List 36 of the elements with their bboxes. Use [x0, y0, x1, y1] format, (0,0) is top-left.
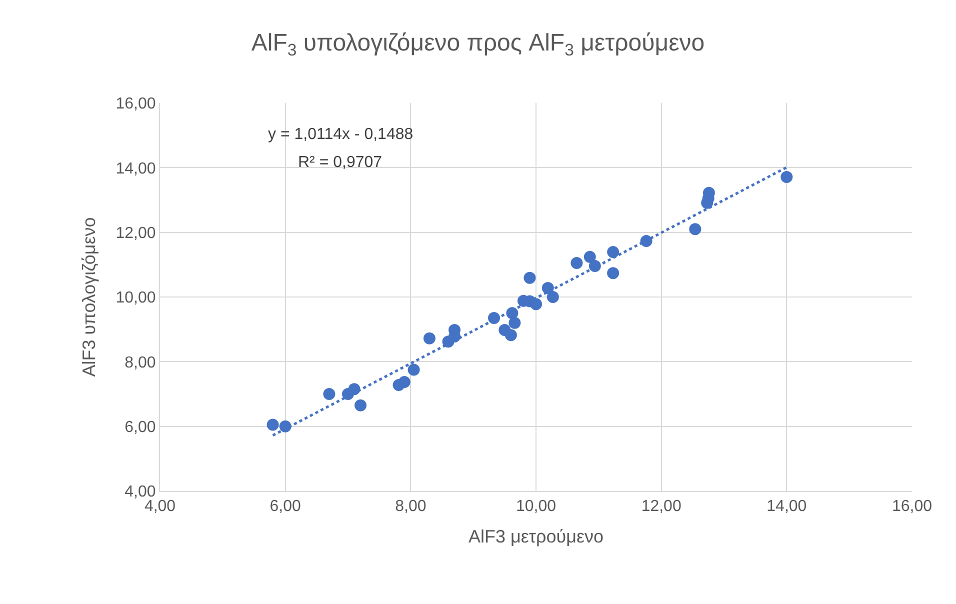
x-axis-title: AlF3 μετρούμενο [468, 526, 604, 546]
point [546, 291, 559, 303]
x-tick-label: 4,00 [144, 498, 176, 516]
y-axis-title: AlF3 υπολογιζόμενο [78, 217, 99, 377]
annotation: R² = 0,9707 [298, 154, 382, 171]
y-tick-label: 8,00 [124, 354, 156, 372]
x-tick-label: 10,00 [516, 498, 556, 516]
point [504, 329, 517, 342]
point [607, 267, 620, 280]
y-tick-label: 10,00 [116, 290, 156, 307]
point [780, 171, 793, 184]
point [570, 257, 583, 270]
x-tick-label: 14,00 [766, 498, 807, 516]
point [530, 298, 542, 310]
point [584, 250, 596, 263]
point [323, 388, 336, 400]
y-tick-label: 14,00 [116, 160, 156, 178]
point [266, 418, 279, 431]
point [398, 376, 410, 388]
annotation: y = 1,0114x - 0,1488 [268, 126, 414, 143]
x-tick-label: 6,00 [270, 498, 301, 516]
chart-title: AlF$_{3}$ υπολογιζόμενο προς AlF$_{3}$ μετρούμενο [251, 30, 705, 60]
x-tick-label: 16,00 [892, 498, 932, 516]
y-tick-label: 6,00 [124, 418, 156, 436]
point [408, 364, 420, 376]
point [354, 399, 367, 412]
x-tick-label: 8,00 [395, 498, 426, 516]
y-tick-label: 12,00 [116, 224, 156, 242]
point [607, 246, 620, 258]
point [524, 272, 536, 284]
point [689, 223, 702, 236]
point [508, 316, 521, 329]
y-tick-label: 16,00 [116, 96, 156, 113]
point [423, 332, 436, 344]
x-tick-label: 12,00 [641, 498, 682, 516]
y-tick-label: 4,00 [124, 484, 156, 501]
